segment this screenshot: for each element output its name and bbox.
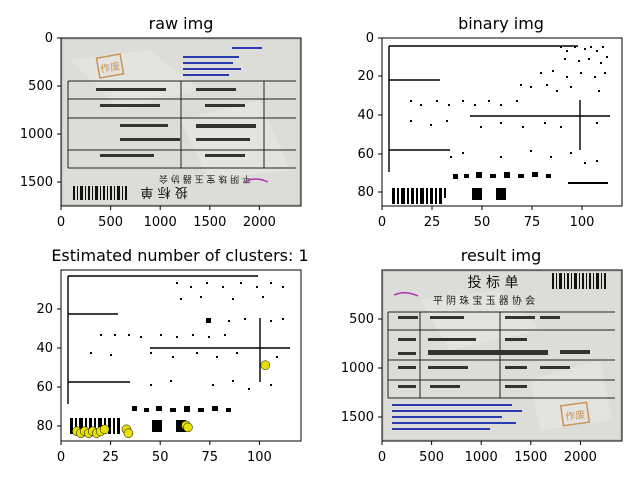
binary-x-tick-labels: 0 25 50 75 100 xyxy=(378,215,595,230)
raw-ytick: 500 xyxy=(28,79,53,94)
cluster-point xyxy=(99,424,110,435)
result-xtick: 1500 xyxy=(514,450,547,465)
panel-title-raw: raw img xyxy=(149,14,214,33)
cluster-points xyxy=(72,360,271,438)
binary-y-tick-labels: 0 20 40 60 80 xyxy=(357,31,374,200)
raw-doc-header: 投 标 单 xyxy=(140,184,187,200)
result-xtick: 2000 xyxy=(564,450,597,465)
cluster-axes-frame xyxy=(60,269,302,442)
result-image: 投 标 单 平 阴 珠 宝 玉 器 协 会 xyxy=(382,270,622,441)
binary-xtick: 0 xyxy=(378,215,386,230)
cluster-x-tick-labels: 0 25 50 75 100 xyxy=(57,450,272,465)
raw-xtick: 1500 xyxy=(193,215,226,230)
cluster-xtick: 50 xyxy=(152,450,169,465)
binary-ytick: 60 xyxy=(357,147,374,162)
raw-image: 作废 平 阴 珠 宝 玉 器 协 会 投 标 单 xyxy=(61,38,301,206)
binary-speckles xyxy=(392,46,608,204)
binary-xtick: 25 xyxy=(424,215,441,230)
cluster-speckles xyxy=(70,282,284,434)
cluster-image-bg xyxy=(61,270,301,441)
cluster-ytick: 40 xyxy=(36,341,53,356)
cluster-ytick: 80 xyxy=(36,419,53,434)
panel-title-result: result img xyxy=(461,246,542,265)
raw-x-tick-labels: 0 500 1000 1500 2000 xyxy=(57,215,276,230)
raw-xtick: 0 xyxy=(57,215,65,230)
raw-stamp: 作废 xyxy=(99,59,121,75)
raw-doc-org: 平 阴 珠 宝 玉 器 协 会 xyxy=(159,173,251,185)
raw-xtick: 1000 xyxy=(144,215,177,230)
binary-axes-frame xyxy=(381,37,623,207)
cluster-ytick: 60 xyxy=(36,380,53,395)
cluster-xtick: 0 xyxy=(57,450,65,465)
raw-axes-ticks xyxy=(57,37,260,210)
result-doc-header: 投 标 单 xyxy=(468,275,519,291)
binary-ytick: 0 xyxy=(366,31,374,46)
cluster-image xyxy=(67,275,290,404)
binary-image xyxy=(388,45,610,172)
panel-title-clusters: Estimated number of clusters: 1 xyxy=(51,246,308,265)
cluster-xtick: 100 xyxy=(247,450,272,465)
binary-xtick: 100 xyxy=(570,215,595,230)
cluster-xtick: 25 xyxy=(102,450,119,465)
result-ytick: 500 xyxy=(349,312,374,327)
cluster-point xyxy=(123,428,134,438)
result-axes-ticks xyxy=(378,318,581,445)
binary-ytick: 40 xyxy=(357,108,374,123)
result-x-tick-labels: 0 500 1000 1500 2000 xyxy=(378,450,597,465)
result-axes-frame xyxy=(381,269,623,442)
result-doc-org: 平 阴 珠 宝 玉 器 协 会 xyxy=(433,294,535,307)
binary-ytick: 80 xyxy=(357,185,374,200)
binary-xtick: 50 xyxy=(474,215,491,230)
raw-y-tick-labels: 0 500 1000 1500 xyxy=(20,31,53,190)
result-xtick: 500 xyxy=(419,450,444,465)
result-stamp: 作废 xyxy=(564,408,586,424)
panel-title-binary: binary img xyxy=(458,14,544,33)
raw-axes-frame xyxy=(60,37,302,207)
binary-xtick: 75 xyxy=(524,215,541,230)
cluster-point xyxy=(183,422,193,433)
result-ytick: 1000 xyxy=(341,361,374,376)
cluster-xtick: 75 xyxy=(202,450,219,465)
binary-axes-ticks xyxy=(378,37,583,210)
cluster-y-tick-labels: 20 40 60 80 xyxy=(36,302,53,434)
binary-ytick: 20 xyxy=(357,69,374,84)
cluster-axes-ticks xyxy=(57,308,260,445)
raw-ytick: 1500 xyxy=(20,175,53,190)
raw-xtick: 2000 xyxy=(243,215,276,230)
raw-xtick: 500 xyxy=(98,215,123,230)
raw-ytick: 1000 xyxy=(20,127,53,142)
cluster-point xyxy=(260,360,271,370)
cluster-ytick: 20 xyxy=(36,302,53,317)
result-ytick: 1500 xyxy=(341,410,374,425)
result-xtick: 0 xyxy=(378,450,386,465)
raw-ytick: 0 xyxy=(45,31,53,46)
result-xtick: 1000 xyxy=(465,450,498,465)
result-y-tick-labels: 500 1000 1500 xyxy=(341,312,374,425)
